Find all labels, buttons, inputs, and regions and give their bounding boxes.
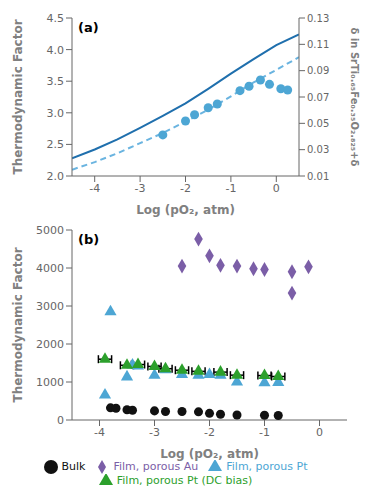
svg-text:0.09: 0.09 (307, 65, 329, 76)
svg-text:0.03: 0.03 (307, 144, 329, 155)
svg-text:Thermodynamic Factor: Thermodynamic Factor (11, 19, 25, 174)
svg-text:Thermodynamic Factor: Thermodynamic Factor (11, 247, 25, 402)
svg-text:δ in SrTi₀.₆₅Fe₀.₃₅O₂.₈₂₅+δ: δ in SrTi₀.₆₅Fe₀.₃₅O₂.₈₂₅+δ (349, 28, 360, 167)
svg-text:0: 0 (273, 182, 280, 195)
svg-text:Log (pO₂, atm): Log (pO₂, atm) (160, 447, 259, 461)
svg-text:-4: -4 (89, 182, 100, 195)
svg-text:2.5: 2.5 (47, 138, 65, 151)
svg-text:-1: -1 (259, 426, 270, 439)
svg-text:2000: 2000 (36, 338, 64, 351)
svg-text:0: 0 (316, 426, 323, 439)
svg-text:-3: -3 (135, 182, 146, 195)
svg-text:3000: 3000 (36, 300, 64, 313)
svg-text:-1: -1 (225, 182, 236, 195)
svg-text:2.0: 2.0 (47, 170, 65, 183)
html-text:Film, porous Pt: Film, porous Pt (226, 460, 308, 473)
html-text:Film, porous Pt (DC bias): Film, porous Pt (DC bias) (116, 474, 253, 487)
svg-text:-4: -4 (94, 426, 105, 439)
svg-text:4.0: 4.0 (47, 44, 65, 57)
svg-text:0.11: 0.11 (307, 39, 329, 50)
svg-text:3.5: 3.5 (47, 75, 65, 88)
svg-text:0.13: 0.13 (307, 13, 329, 24)
svg-text:-2: -2 (180, 182, 191, 195)
svg-text:4000: 4000 (36, 262, 64, 275)
html-text:Film, porous Au: Film, porous Au (113, 460, 199, 473)
html-text:(b): (b) (78, 232, 100, 247)
svg-text:1000: 1000 (36, 376, 64, 389)
svg-text:-2: -2 (204, 426, 215, 439)
html-text:(a): (a) (78, 20, 99, 35)
svg-text:0.05: 0.05 (307, 118, 329, 129)
svg-text:-3: -3 (149, 426, 160, 439)
svg-text:0: 0 (57, 414, 64, 427)
svg-text:4.5: 4.5 (47, 12, 65, 25)
svg-text:0.01: 0.01 (307, 171, 329, 182)
html-text:Bulk: Bulk (61, 460, 86, 473)
svg-text:0.07: 0.07 (307, 92, 329, 103)
svg-text:Log (pO₂, atm): Log (pO₂, atm) (136, 203, 235, 217)
svg-text:5000: 5000 (36, 224, 64, 237)
svg-text:3.0: 3.0 (47, 107, 65, 120)
